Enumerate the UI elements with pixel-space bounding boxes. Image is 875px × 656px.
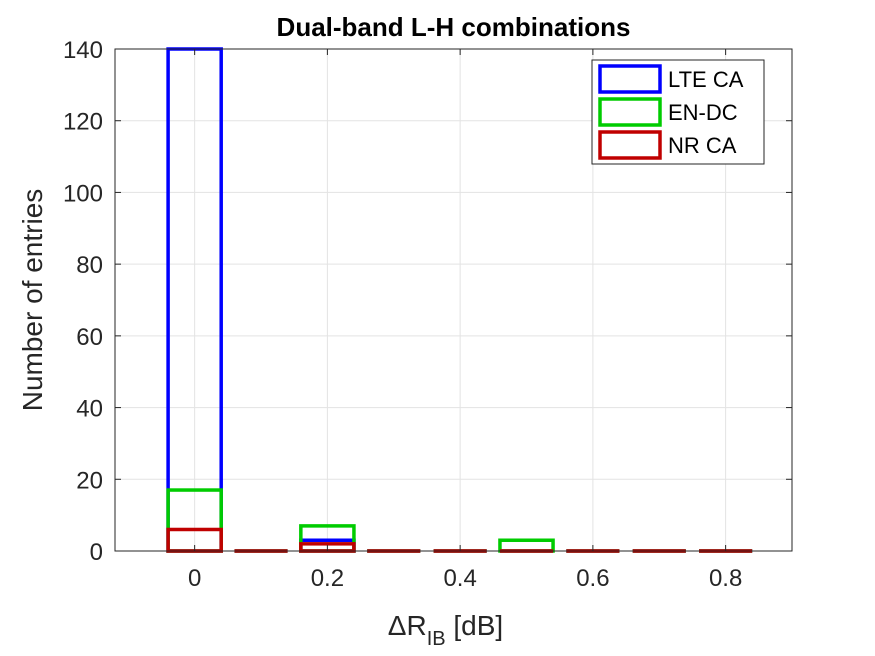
x-tick-label: 0.2 — [311, 565, 344, 592]
axes-box — [114, 48, 793, 552]
ticks: 0 0.2 0.4 0.6 0.8 0 20 40 60 80 100 120 140 — [63, 37, 792, 592]
y-tick-label: 100 — [63, 180, 103, 207]
y-tick-label: 80 — [76, 252, 103, 279]
legend-label: NR CA — [668, 133, 737, 158]
legend-label: EN-DC — [668, 100, 738, 125]
x-tick-label: 0 — [188, 565, 201, 592]
x-axis-label-main: ΔR — [388, 610, 427, 641]
y-tick-label: 140 — [63, 37, 103, 64]
legend-swatch — [598, 97, 662, 127]
x-tick-label: 0.6 — [576, 565, 609, 592]
x-axis-label-unit: [dB] — [446, 610, 504, 641]
legend-swatch — [598, 64, 662, 94]
legend: LTE CA EN-DC NR CA — [591, 59, 765, 165]
chart-title: Dual-band L-H combinations — [277, 12, 631, 42]
y-tick-label: 40 — [76, 396, 103, 423]
y-tick-label: 120 — [63, 109, 103, 136]
y-tick-label: 20 — [76, 467, 103, 494]
y-axis-label: Number of entries — [17, 189, 48, 412]
x-axis-label-subscript: IB — [427, 628, 446, 650]
x-axis-label: ΔRIB [dB] — [388, 610, 503, 650]
legend-box — [591, 59, 765, 165]
y-tick-label: 0 — [90, 539, 103, 566]
y-tick-label: 60 — [76, 324, 103, 351]
legend-swatch — [598, 130, 662, 160]
legend-label: LTE CA — [668, 67, 744, 92]
x-tick-label: 0.8 — [709, 565, 742, 592]
x-tick-label: 0.4 — [443, 565, 476, 592]
